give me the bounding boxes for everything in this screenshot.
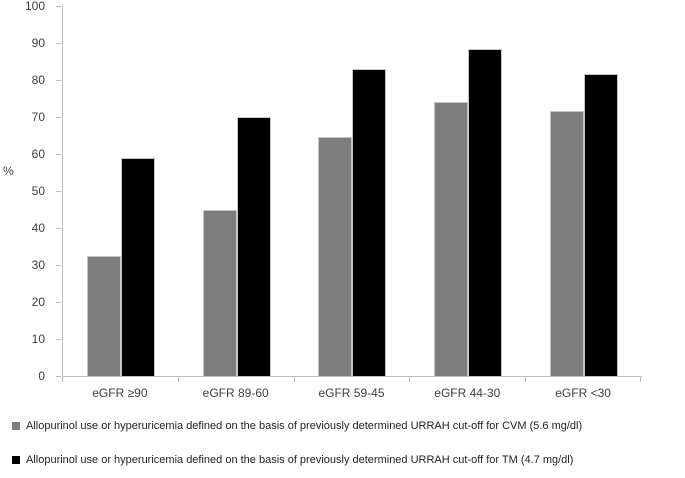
y-tick-mark bbox=[56, 339, 61, 340]
x-tick-label: eGFR 44-30 bbox=[434, 386, 501, 400]
x-tick-mark bbox=[178, 377, 179, 382]
bar-group bbox=[63, 6, 179, 376]
bar bbox=[434, 102, 469, 376]
bar-group bbox=[526, 6, 642, 376]
y-tick-mark bbox=[56, 6, 61, 7]
x-tick-mark bbox=[409, 377, 410, 382]
y-tick-mark bbox=[56, 117, 61, 118]
bar-group bbox=[179, 6, 295, 376]
y-tick-mark bbox=[56, 80, 61, 81]
bar bbox=[352, 68, 387, 376]
y-tick-label: 100 bbox=[24, 0, 45, 13]
bar-group bbox=[295, 6, 411, 376]
legend-marker-cvm-square-icon bbox=[12, 422, 20, 430]
x-tick-label: eGFR 89-60 bbox=[202, 386, 269, 400]
y-tick-label: 40 bbox=[31, 221, 45, 235]
y-tick-label: 30 bbox=[31, 258, 45, 272]
y-tick-label: 70 bbox=[31, 110, 45, 124]
legend-label-tm: Allopurinol use or hyperuricemia defined… bbox=[26, 454, 574, 466]
x-tick-mark bbox=[294, 377, 295, 382]
y-tick-mark bbox=[56, 376, 61, 377]
bar bbox=[318, 137, 353, 376]
plot-area bbox=[62, 6, 642, 377]
x-tick-label: eGFR 59-45 bbox=[318, 386, 385, 400]
x-tick-label: eGFR ≥90 bbox=[92, 386, 148, 400]
y-tick-mark bbox=[56, 191, 61, 192]
y-tick-label: 50 bbox=[31, 184, 45, 198]
bar bbox=[550, 111, 585, 376]
x-tick-mark bbox=[62, 377, 63, 382]
legend-entry-tm: Allopurinol use or hyperuricemia defined… bbox=[12, 453, 582, 467]
bar bbox=[120, 157, 155, 376]
y-tick-label: 10 bbox=[31, 332, 45, 346]
x-tick-mark bbox=[640, 377, 641, 382]
y-axis-label: % bbox=[3, 164, 14, 178]
y-tick-label: 80 bbox=[31, 73, 45, 87]
legend-marker-tm-square-icon bbox=[12, 456, 20, 464]
legend: Allopurinol use or hyperuricemia defined… bbox=[12, 419, 582, 467]
y-tick-label: 60 bbox=[31, 147, 45, 161]
bar bbox=[202, 209, 237, 376]
y-tick-label: 20 bbox=[31, 295, 45, 309]
x-axis-labels: eGFR ≥90 eGFR 89-60 eGFR 59-45 eGFR 44-30 eG… bbox=[62, 386, 641, 400]
y-tick-mark bbox=[56, 302, 61, 303]
legend-entry-cvm: Allopurinol use or hyperuricemia defined… bbox=[12, 419, 582, 433]
bar bbox=[86, 255, 121, 376]
x-axis-ticks bbox=[62, 377, 642, 382]
y-tick-label: 90 bbox=[31, 36, 45, 50]
y-tick-label: 0 bbox=[38, 369, 45, 383]
bar-group bbox=[410, 6, 526, 376]
bar bbox=[468, 48, 503, 376]
y-tick-mark bbox=[56, 43, 61, 44]
y-tick-mark bbox=[56, 154, 61, 155]
bar bbox=[584, 74, 619, 376]
y-axis: 0 10 20 30 40 50 60 70 80 90 100 bbox=[0, 0, 62, 383]
y-tick-mark bbox=[56, 228, 61, 229]
x-tick-label: eGFR <30 bbox=[555, 386, 611, 400]
legend-label-cvm: Allopurinol use or hyperuricemia defined… bbox=[26, 420, 583, 432]
y-tick-mark bbox=[56, 265, 61, 266]
x-tick-mark bbox=[525, 377, 526, 382]
bar bbox=[236, 117, 271, 376]
